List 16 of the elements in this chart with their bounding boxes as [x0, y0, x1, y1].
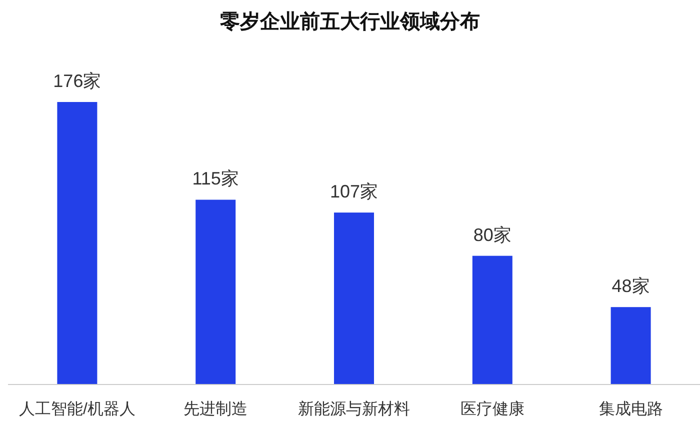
x-tick-label: 集成电路	[598, 400, 663, 418]
x-tick-label: 人工智能/机器人	[18, 400, 136, 418]
data-label: 115家	[192, 168, 239, 189]
x-tick-label: 先进制造	[184, 400, 248, 418]
bar	[196, 200, 236, 384]
data-label: 107家	[330, 182, 378, 202]
bar	[472, 256, 512, 384]
bar	[610, 307, 651, 384]
bar	[57, 102, 98, 384]
x-tick-label: 医疗健康	[460, 400, 524, 418]
x-tick-label: 新能源与新材料	[298, 400, 410, 418]
chart-title: 零岁企业前五大行业领域分布	[220, 11, 480, 33]
data-label: 48家	[612, 276, 650, 296]
data-label: 80家	[473, 224, 512, 245]
data-label: 176家	[53, 71, 102, 91]
bar	[334, 212, 374, 384]
